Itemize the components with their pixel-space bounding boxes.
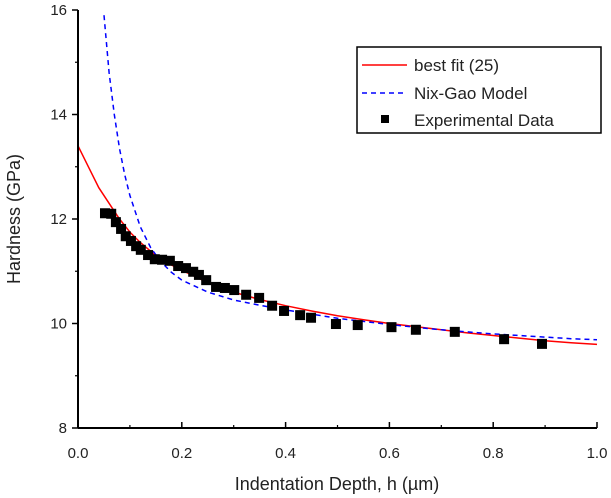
data-point-marker [386,322,397,333]
data-point-marker [211,281,222,292]
legend-label-experimental: Experimental Data [414,111,554,130]
y-axis-title: Hardness (GPa) [4,154,24,284]
data-point-marker [99,208,110,219]
data-point-marker [241,289,252,300]
x-axis-ticks: 0.0 0.2 0.4 0.6 0.8 1.0 [68,422,608,462]
x-tick-label: 0.0 [68,445,89,462]
data-point-marker [188,266,199,277]
legend-box [356,46,602,134]
data-point-marker [306,312,317,323]
data-point-marker [110,217,121,228]
experimental-data-markers [99,208,547,349]
data-point-marker [201,275,212,286]
data-point-marker [254,292,265,303]
data-point-marker [149,254,160,265]
data-point-marker [536,338,547,349]
y-tick-label: 14 [50,107,67,124]
x-tick-label: 0.4 [275,445,296,462]
data-point-marker [410,324,421,335]
y-tick-label: 12 [50,211,67,228]
data-point-marker [116,223,127,234]
data-point-marker [157,254,168,265]
data-point-marker [164,255,175,266]
data-point-marker [499,334,510,345]
y-axis-ticks: 8 10 12 14 16 [50,2,78,437]
data-point-marker [330,319,341,330]
y-tick-label: 16 [50,2,67,19]
y-tick-label: 8 [59,420,67,437]
x-tick-label: 1.0 [587,445,608,462]
data-point-marker [125,235,136,246]
data-point-marker [180,263,191,274]
data-point-marker [229,285,240,296]
data-point-marker [219,282,230,293]
legend: best fit (25) Nix-Gao Model Experimental… [356,46,602,134]
data-point-marker [135,244,146,255]
legend-label-best-fit: best fit (25) [414,56,499,75]
data-point-marker [295,310,306,321]
data-point-marker [193,269,204,280]
data-point-marker [143,250,154,261]
data-point-marker [352,320,363,331]
legend-square-marker-icon [381,115,389,123]
data-point-marker [106,208,117,219]
best-fit-line [77,145,598,346]
x-axis-title: Indentation Depth, h (µm) [235,474,439,494]
y-tick-label: 10 [50,316,67,333]
x-tick-label: 0.2 [171,445,192,462]
data-point-marker [449,326,460,337]
legend-label-nix-gao: Nix-Gao Model [414,84,527,103]
data-point-marker [279,305,290,316]
data-point-marker [267,300,278,311]
data-point-marker [120,231,131,242]
data-point-marker [173,261,184,272]
x-tick-label: 0.8 [483,445,504,462]
x-tick-label: 0.6 [379,445,400,462]
